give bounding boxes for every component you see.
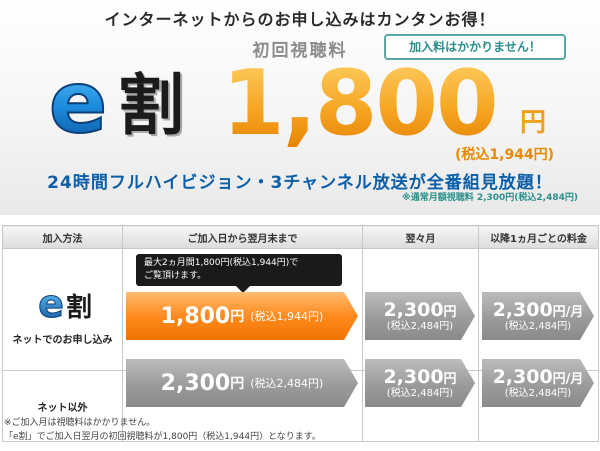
e-logo-icon: e <box>48 66 108 146</box>
promo-price-unit: 円 <box>520 108 547 138</box>
logo-kanji: 割 <box>118 67 184 144</box>
col-header-monthly: 以降1ヵ月ごとの料金 <box>478 225 599 249</box>
headline: インターネットからのお申し込みはカンタンお得！ <box>104 10 496 29</box>
hd-line: 24時間フルハイビジョン・3チャンネル放送が全番組見放題！ <box>47 173 553 193</box>
method-offline: ネット以外 <box>2 370 123 442</box>
method-offline-label: ネット以外 <box>37 402 88 414</box>
col-header-method: 加入方法 <box>2 225 123 249</box>
subtitle: 初回視聴料 <box>252 41 348 61</box>
online-first-period-price: 1,800 円 (税込1,944円) <box>126 292 358 340</box>
method-online-label: ネットでのお申し込み <box>12 335 113 346</box>
method-online: e 割 ネットでのお申し込み <box>2 248 123 371</box>
promo-price: 1,800 <box>222 51 499 156</box>
promo-banner: インターネットからのお申し込みはカンタンお得！ 初回視聴料 加入料はかかりません… <box>0 0 600 215</box>
tooltip-line-2: ご覧頂けます。 <box>144 271 207 281</box>
offline-monthly-price: 2,300円/月 (税込2,484円) <box>482 359 594 407</box>
discount-tooltip: 最大2ヵ月間1,800円(税込1,944円)で ご覧頂けます。 <box>136 254 342 293</box>
col-header-first-period: ご加入日から翌月末まで <box>122 225 363 249</box>
footer-notes: ※ご加入月は視聴料はかかりません。 「e割」でご加入日翌月の初回視聴料が1,80… <box>4 416 321 444</box>
promo-price-tax: (税込1,944円) <box>455 147 555 163</box>
offline-first-period-price: 2,300 円 (税込2,484円) <box>126 359 358 407</box>
online-monthly-price: 2,300円/月 (税込2,484円) <box>482 292 594 340</box>
mini-logo-kanji: 割 <box>65 292 91 323</box>
footer-note-2: 「e割」でご加入日翌月の初回視聴料が1,800円（税込1,944円）となります。 <box>4 432 321 442</box>
col-header-second-month: 翌々月 <box>362 225 479 249</box>
tooltip-line-1: 最大2ヵ月間1,800円(税込1,944円)で <box>144 258 299 268</box>
footer-note-1: ※ご加入月は視聴料はかかりません。 <box>4 418 156 428</box>
offline-second-month-price: 2,300円 (税込2,484円) <box>365 359 475 407</box>
mini-logo-letter: e <box>38 285 64 323</box>
no-fee-badge: 加入料はかかりません！ <box>384 34 566 60</box>
regular-fee-note: ※通常月額視聴料 2,300円(税込2,484円) <box>401 193 578 203</box>
online-second-month-price: 2,300円 (税込2,484円) <box>365 292 475 340</box>
e-wari-logo-icon: e 割 <box>37 282 91 327</box>
logo-letter: e <box>49 66 107 146</box>
